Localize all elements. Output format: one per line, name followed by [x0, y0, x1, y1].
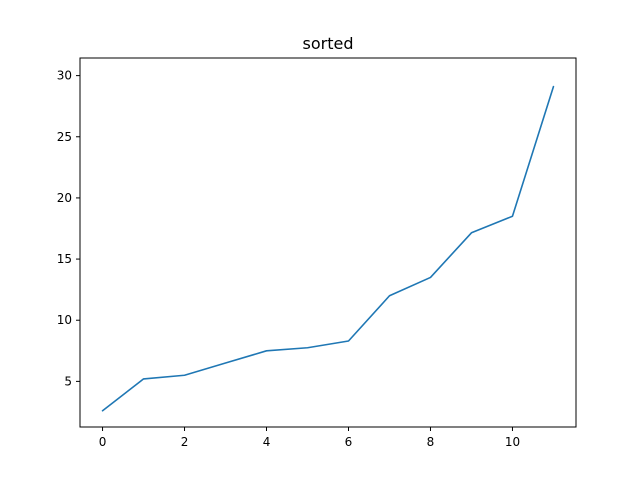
x-tick-label: 4	[263, 435, 271, 449]
y-tick-label: 15	[57, 252, 72, 266]
y-tick-label: 25	[57, 130, 72, 144]
y-tick-label: 10	[57, 313, 72, 327]
y-tick-label: 30	[57, 69, 72, 83]
x-tick-label: 8	[427, 435, 435, 449]
x-tick-label: 6	[345, 435, 353, 449]
plot-frame	[79, 57, 577, 428]
x-tick-label: 0	[99, 435, 107, 449]
x-tick-label: 10	[505, 435, 520, 449]
y-tick-label: 20	[57, 191, 72, 205]
y-tick-label: 5	[64, 374, 72, 388]
series-line	[101, 85, 555, 412]
chart-title: sorted	[303, 34, 354, 53]
x-tick-label: 2	[181, 435, 189, 449]
